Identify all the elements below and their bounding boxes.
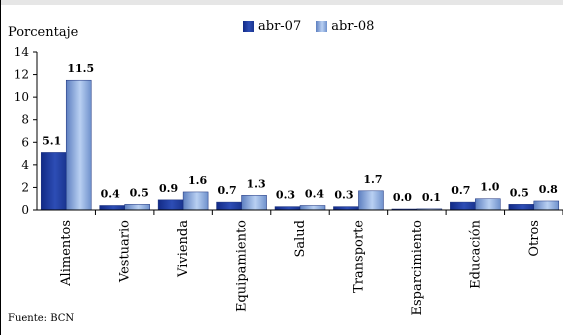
x-tick-label-Transporte: Transporte xyxy=(351,220,366,293)
value-label-abr-08-Vivienda: 1.6 xyxy=(188,174,207,187)
x-tick-label-Vestuario: Vestuario xyxy=(118,220,133,283)
y-tick-label-6: 12 xyxy=(14,68,29,82)
y-axis-title: Porcentaje xyxy=(8,25,79,40)
value-label-abr-07-Educación: 0.7 xyxy=(451,184,470,197)
value-label-abr-08-Vestuario: 0.5 xyxy=(130,186,149,199)
bar-abr-08-Alimentos xyxy=(65,79,92,211)
value-label-abr-08-Equipamiento: 1.3 xyxy=(246,177,265,190)
value-label-abr-07-Equipamiento: 0.7 xyxy=(217,184,236,197)
x-tick-label-Vivienda: Vivienda xyxy=(176,220,191,278)
legend-swatch-abr-08 xyxy=(316,21,328,32)
x-tick-label-Salud: Salud xyxy=(293,220,308,258)
legend-swatch-abr-07 xyxy=(243,21,254,32)
value-label-abr-08-Salud: 0.4 xyxy=(305,187,324,200)
value-label-abr-08-Otros: 0.8 xyxy=(539,183,558,196)
value-label-abr-07-Vivienda: 0.9 xyxy=(159,182,178,195)
legend-label-abr-08: abr-08 xyxy=(331,19,375,34)
value-label-abr-07-Salud: 0.3 xyxy=(276,189,295,202)
value-label-abr-07-Otros: 0.5 xyxy=(510,186,529,199)
y-tick-label-2: 4 xyxy=(21,158,29,172)
value-label-abr-08-Transporte: 1.7 xyxy=(363,173,382,186)
value-label-abr-07-Transporte: 0.3 xyxy=(334,189,353,202)
y-tick-label-7: 14 xyxy=(14,45,30,59)
bar-abr-07-Transporte xyxy=(333,206,359,211)
bar-abr-07-Salud xyxy=(274,206,301,211)
bar-abr-07-Vivienda xyxy=(157,199,184,211)
value-label-abr-07-Esparcimiento: 0.0 xyxy=(393,191,412,204)
bar-abr-07-Otros xyxy=(508,204,535,211)
source-note: Fuente: BCN xyxy=(8,313,75,324)
left-border xyxy=(0,0,1,335)
value-label-abr-08-Alimentos: 11.5 xyxy=(67,62,94,75)
bar-abr-08-Equipamiento xyxy=(241,195,267,211)
value-label-abr-08-Educación: 1.0 xyxy=(480,181,499,194)
bar-abr-07-Alimentos xyxy=(40,152,67,211)
bar-abr-08-Vestuario xyxy=(124,204,150,211)
bar-abr-08-Educación xyxy=(475,198,501,211)
y-tick-label-4: 8 xyxy=(21,113,29,127)
y-tick-label-1: 2 xyxy=(21,180,29,194)
value-label-abr-07-Vestuario: 0.4 xyxy=(101,187,120,200)
y-tick-label-3: 6 xyxy=(21,135,29,149)
y-tick-label-0: 0 xyxy=(21,203,29,217)
value-label-abr-07-Alimentos: 5.1 xyxy=(42,134,61,147)
top-strip xyxy=(0,0,563,5)
x-tick-label-Esparcimiento: Esparcimiento xyxy=(410,220,425,316)
bar-abr-07-Educación xyxy=(450,201,476,211)
x-tick-label-Otros: Otros xyxy=(527,220,542,257)
x-tick-label-Educación: Educación xyxy=(468,219,483,288)
legend: abr-07 abr-08 xyxy=(243,19,389,34)
legend-item-abr-07: abr-07 xyxy=(243,19,301,34)
bar-abr-08-Salud xyxy=(299,205,326,211)
bar-abr-08-Vivienda xyxy=(182,191,209,211)
y-tick-label-5: 10 xyxy=(14,90,29,104)
x-tick-label-Alimentos: Alimentos xyxy=(59,220,74,287)
x-tick-label-Equipamiento: Equipamiento xyxy=(235,220,250,312)
legend-item-abr-08: abr-08 xyxy=(316,19,374,34)
bar-abr-08-Transporte xyxy=(358,190,384,211)
legend-label-abr-07: abr-07 xyxy=(258,19,302,34)
bar-abr-07-Vestuario xyxy=(99,205,125,211)
bar-abr-08-Otros xyxy=(533,200,560,211)
bar-abr-07-Equipamiento xyxy=(216,201,242,211)
value-label-abr-08-Esparcimiento: 0.1 xyxy=(422,191,441,204)
